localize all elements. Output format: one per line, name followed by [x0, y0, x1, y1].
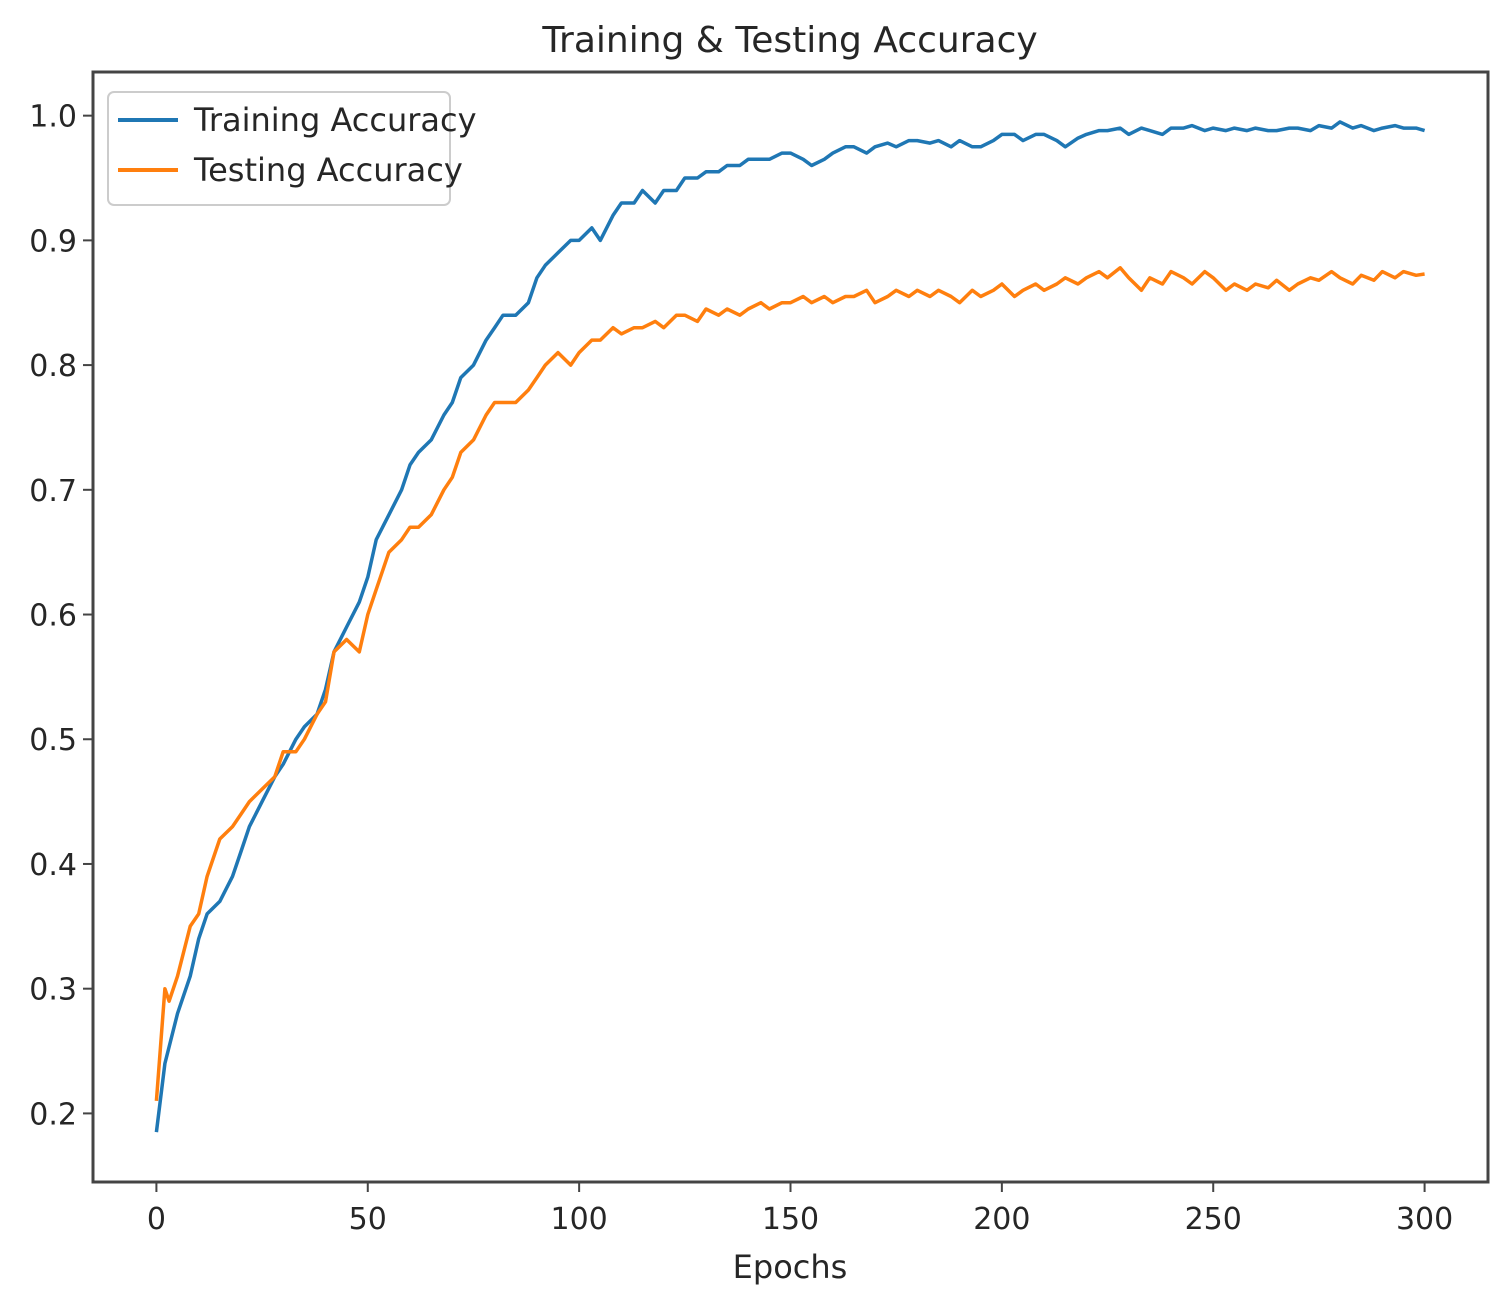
legend-label-training: Training Accuracy: [193, 101, 477, 139]
y-tick-label: 0.6: [29, 599, 77, 634]
x-axis: 0 50 100 150 200 250 300: [147, 1182, 1453, 1237]
chart-title: Training & Testing Accuracy: [541, 20, 1037, 61]
y-tick-label: 0.8: [29, 349, 77, 384]
legend-label-testing: Testing Accuracy: [193, 151, 463, 189]
y-tick-label: 0.3: [29, 973, 77, 1008]
legend: Training Accuracy Testing Accuracy: [107, 91, 477, 206]
series-layer: [154, 120, 1426, 1133]
x-tick-label: 200: [973, 1202, 1030, 1237]
x-tick-label: 100: [551, 1202, 608, 1237]
series-line-testing: [154, 266, 1425, 1102]
x-tick-label: 0: [147, 1202, 166, 1237]
y-tick-label: 0.7: [29, 474, 77, 509]
x-tick-label: 50: [349, 1202, 387, 1237]
y-tick-label: 0.5: [29, 723, 77, 758]
series-line-training: [154, 120, 1426, 1133]
y-tick-label: 1.0: [29, 100, 77, 135]
x-tick-label: 250: [1185, 1202, 1242, 1237]
legend-box: [107, 91, 451, 206]
plot-frame: [91, 70, 1490, 1184]
x-tick-label: 300: [1396, 1202, 1453, 1237]
x-axis-label: Epochs: [733, 1248, 848, 1286]
y-tick-label: 0.2: [29, 1097, 77, 1132]
x-tick-label: 150: [762, 1202, 819, 1237]
y-tick-label: 0.9: [29, 224, 77, 259]
y-tick-label: 0.4: [29, 848, 77, 883]
y-axis: 0.2 0.3 0.4 0.5 0.6 0.7 0.8 0.9 1.0: [29, 100, 93, 1132]
